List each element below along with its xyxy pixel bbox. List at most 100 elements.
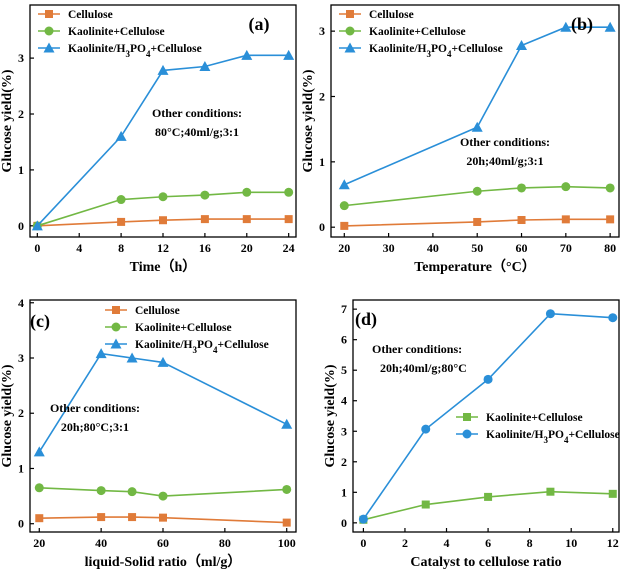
legend-text: Kaolinite/H <box>486 429 544 441</box>
legend-subscript: 3 <box>193 345 198 355</box>
plot-frame <box>352 299 620 533</box>
series-2 <box>31 49 295 231</box>
x-tick-label: 70 <box>560 241 572 255</box>
x-axis-label: liquid-Solid ratio（ml/g） <box>85 554 242 570</box>
annotation-text: 20h;40ml/g;3:1 <box>466 154 543 168</box>
data-marker <box>158 192 168 202</box>
series-line <box>36 54 289 227</box>
data-marker <box>282 518 291 527</box>
data-marker <box>421 500 430 509</box>
legend-text: +Cellulose <box>568 429 619 441</box>
legend-subscript: 3 <box>544 435 549 445</box>
annotation-text: 80°C;40ml/g;3:1 <box>155 125 239 139</box>
y-tick-label: 6 <box>341 333 347 347</box>
x-tick-label: 12 <box>607 536 619 550</box>
legend-subscript: 3 <box>427 49 432 59</box>
data-marker <box>608 489 617 498</box>
data-marker <box>561 215 570 224</box>
y-tick-label: 2 <box>18 406 24 420</box>
x-tick-label: 50 <box>471 241 483 255</box>
legend: Cellulose Kaolinite+Cellulose Kaolinite/H3… <box>339 9 503 59</box>
y-tick-label: 2 <box>319 89 325 103</box>
legend-subscript: 3 <box>126 49 131 59</box>
series-0 <box>35 513 291 527</box>
series-2 <box>338 21 616 190</box>
x-tick-label: 6 <box>485 536 491 550</box>
plot-frame <box>29 4 297 238</box>
data-marker <box>339 201 349 211</box>
legend-text: Kaolinite/H <box>369 43 427 55</box>
x-tick-label: 4 <box>444 536 450 550</box>
legend: Cellulose Kaolinite+Cellulose Kaolinite/H3… <box>105 305 269 355</box>
x-tick-label: 40 <box>427 241 439 255</box>
data-marker <box>338 179 350 190</box>
x-tick-label: 60 <box>516 241 528 255</box>
chart-panel-b: 20 30 40 50 60 70 80 0 1 2 3 Temperature（°C） Glucose… <box>301 4 620 275</box>
data-marker <box>605 183 615 193</box>
y-tick-label: 2 <box>18 107 24 121</box>
y-tick-label: 3 <box>18 351 24 365</box>
legend-label: Kaolinite/H3PO4+Cellulose <box>369 43 503 59</box>
x-tick-label: 100 <box>278 536 296 550</box>
legend-label: Kaolinite/H3PO4+Cellulose <box>68 43 202 59</box>
data-marker <box>127 487 137 497</box>
y-axis-label: Glucose yield(%) <box>0 69 15 172</box>
x-axis-label: Time（h） <box>130 259 197 275</box>
legend-label: Cellulose <box>135 305 180 317</box>
series-0 <box>359 487 617 524</box>
y-tick-label: 0 <box>341 516 347 530</box>
data-marker <box>200 215 209 224</box>
data-marker <box>546 487 555 496</box>
data-marker <box>283 49 295 60</box>
legend-text: Kaolinite/H <box>135 339 193 351</box>
data-marker <box>560 21 572 32</box>
panel-label: (c) <box>30 311 50 332</box>
data-marker <box>126 352 138 363</box>
data-marker <box>462 429 472 439</box>
data-marker <box>117 217 126 226</box>
series-1 <box>34 483 292 501</box>
x-tick-label: 20 <box>338 241 350 255</box>
y-tick-label: 7 <box>341 302 347 316</box>
annotation-text: Other conditions: <box>152 106 242 120</box>
data-marker <box>463 413 471 421</box>
data-marker <box>157 64 169 75</box>
series-0 <box>340 215 615 230</box>
series-1 <box>339 182 615 211</box>
x-tick-label: 80 <box>604 241 616 255</box>
data-marker <box>483 374 493 384</box>
data-marker <box>44 26 54 36</box>
y-tick-label: 5 <box>341 363 347 377</box>
series-line <box>37 218 289 227</box>
data-marker <box>159 216 167 225</box>
data-marker <box>471 121 483 132</box>
data-marker <box>95 348 107 359</box>
data-marker <box>128 513 137 522</box>
legend: Cellulose Kaolinite+Cellulose Kaolinite/H3… <box>38 9 202 59</box>
x-tick-label: 12 <box>157 241 169 255</box>
data-marker <box>31 220 43 231</box>
data-marker <box>157 356 169 367</box>
x-tick-label: 0 <box>360 536 366 550</box>
legend-label: Kaolinite/H3PO4+Cellulose <box>135 339 269 355</box>
legend: Kaolinite+Cellulose Kaolinite/H3PO4+Cellu… <box>456 412 620 445</box>
y-tick-label: 1 <box>319 155 325 169</box>
legend-label: Kaolinite+Cellulose <box>369 26 466 38</box>
series-line <box>37 191 289 227</box>
data-marker <box>112 306 120 314</box>
legend-label: Kaolinite+Cellulose <box>135 322 232 334</box>
data-marker <box>43 42 55 53</box>
annotation-text: Other conditions: <box>460 135 550 149</box>
legend-text: +Cellulose <box>150 43 201 55</box>
annotation-text: Other conditions: <box>50 401 140 415</box>
x-axis-label: Catalyst to cellulose ratio <box>410 555 561 570</box>
y-tick-label: 0 <box>18 517 24 531</box>
legend-text: +Cellulose <box>451 43 502 55</box>
y-tick-label: 4 <box>341 394 347 408</box>
data-marker <box>241 49 253 60</box>
panel-label: (a) <box>249 14 270 35</box>
data-marker <box>516 40 528 51</box>
y-tick-label: 4 <box>18 296 24 310</box>
annotation-text: Other conditions: <box>372 342 462 356</box>
